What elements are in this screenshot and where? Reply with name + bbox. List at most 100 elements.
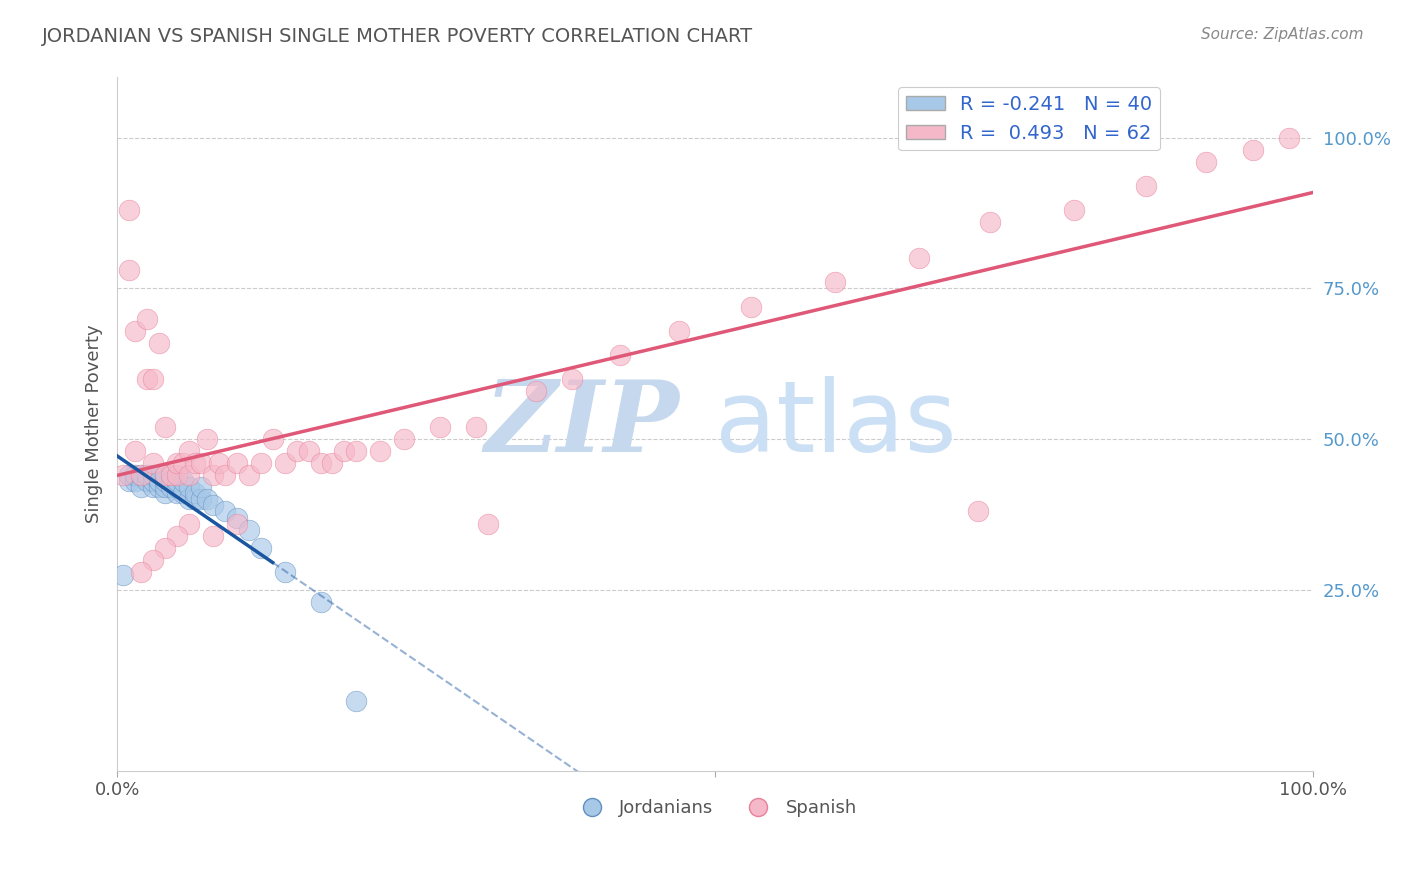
Point [166,468,188,483]
Text: Source: ZipAtlas.com: Source: ZipAtlas.com [1201,27,1364,42]
Point [824,276,846,290]
Point [136,468,159,483]
Point [309,595,332,609]
Point [201,468,224,483]
Point [238,468,260,483]
Point [1243,143,1265,157]
Point [118,263,141,277]
Point [429,420,451,434]
Text: JORDANIAN VS SPANISH SINGLE MOTHER POVERTY CORRELATION CHART: JORDANIAN VS SPANISH SINGLE MOTHER POVER… [42,27,754,45]
Point [118,468,141,483]
Point [321,456,343,470]
Point [153,486,176,500]
Point [160,468,183,483]
Point [1063,202,1085,217]
Point [184,486,207,500]
Point [153,475,176,489]
Point [184,492,207,507]
Point [118,475,141,489]
Point [465,420,488,434]
Point [142,475,165,489]
Point [129,565,152,579]
Point [124,468,146,483]
Point [177,468,200,483]
Point [172,475,194,489]
Text: ZIP: ZIP [484,376,679,473]
Point [967,504,990,518]
Point [142,372,165,386]
Point [160,475,183,489]
Point [160,480,183,494]
Point [609,348,631,362]
Point [740,300,762,314]
Point [184,456,207,470]
Point [153,480,176,494]
Point [225,516,247,531]
Point [177,444,200,458]
Point [907,252,929,266]
Point [297,444,319,458]
Point [344,444,367,458]
Point [195,492,218,507]
Point [148,335,170,350]
Point [124,444,146,458]
Point [129,468,152,483]
Point [524,384,547,398]
Point [208,456,231,470]
Point [249,541,271,555]
Point [1135,178,1157,193]
Point [273,565,295,579]
Point [166,456,188,470]
Point [190,492,212,507]
Point [214,468,236,483]
Point [166,528,188,542]
Point [142,468,165,483]
Point [124,324,146,338]
Point [177,492,200,507]
Point [153,420,176,434]
Point [238,523,260,537]
Point [172,486,194,500]
Point [136,311,159,326]
Point [153,468,176,483]
Point [201,499,224,513]
Point [136,372,159,386]
Point [112,567,135,582]
Point [201,528,224,542]
Point [273,456,295,470]
Point [142,456,165,470]
Point [262,432,284,446]
Point [142,552,165,566]
Point [153,468,176,483]
Point [190,456,212,470]
Point [214,504,236,518]
Point [148,475,170,489]
Point [177,516,200,531]
Point [136,475,159,489]
Point [225,510,247,524]
Point [172,456,194,470]
Point [668,324,690,338]
Point [344,694,367,708]
Text: atlas: atlas [716,376,957,473]
Legend: Jordanians, Spanish: Jordanians, Spanish [567,791,863,824]
Point [166,480,188,494]
Point [124,475,146,489]
Point [309,456,332,470]
Point [394,432,416,446]
Point [153,541,176,555]
Point [370,444,392,458]
Point [561,372,583,386]
Point [142,480,165,494]
Point [1278,130,1301,145]
Point [129,480,152,494]
Point [129,468,152,483]
Point [225,456,247,470]
Point [195,432,218,446]
Point [166,486,188,500]
Point [112,468,135,483]
Point [1194,154,1216,169]
Point [177,480,200,494]
Point [979,215,1001,229]
Point [285,444,308,458]
